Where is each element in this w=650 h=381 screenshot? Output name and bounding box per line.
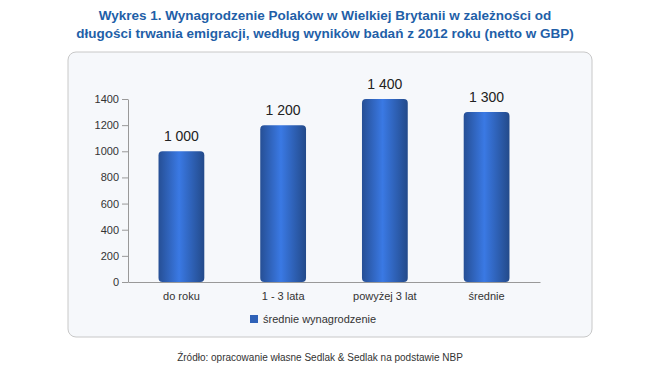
y-tick-mark: [122, 282, 128, 283]
bar: [464, 112, 510, 282]
y-tick: 600: [101, 198, 128, 210]
bar: [159, 151, 205, 282]
x-tick: powyżej 3 lat: [353, 282, 417, 302]
y-tick-mark: [122, 204, 128, 205]
y-tick-mark: [122, 177, 128, 178]
data-labels: 1 000 1 200 1 400 1 300: [164, 76, 504, 144]
x-tick: do roku: [163, 282, 200, 302]
y-tick-label: 200: [101, 250, 119, 262]
x-tick-label: do roku: [163, 290, 200, 302]
x-tick-label: 1 - 3 lata: [262, 290, 306, 302]
y-tick-label: 1400: [95, 93, 119, 105]
y-axis-line: [128, 100, 129, 283]
y-tick-mark: [122, 230, 128, 231]
y-tick: 800: [101, 171, 128, 183]
x-tick: 1 - 3 lata: [262, 282, 306, 302]
y-tick-mark: [122, 99, 128, 100]
legend-label: średnie wynagrodzenie: [263, 313, 376, 325]
y-tick-label: 400: [101, 224, 119, 236]
data-label: 1 400: [367, 76, 402, 92]
y-tick-label: 0: [113, 276, 119, 288]
bars: [159, 99, 510, 282]
y-tick: 400: [101, 224, 128, 236]
y-tick-mark: [122, 151, 128, 152]
y-tick-mark: [122, 125, 128, 126]
x-tick-label: powyżej 3 lat: [353, 290, 417, 302]
y-tick: 1200: [95, 119, 128, 131]
x-tick: średnie: [469, 282, 505, 302]
data-label: 1 200: [266, 102, 301, 118]
x-axis: do roku 1 - 3 lata powyżej 3 lat średnie: [129, 282, 541, 302]
y-tick: 0: [113, 276, 128, 288]
bar: [362, 99, 408, 282]
y-tick-label: 600: [101, 198, 119, 210]
y-tick: 200: [101, 250, 128, 262]
chart-frame: [68, 52, 592, 337]
bar: [260, 125, 306, 282]
y-tick-label: 1200: [95, 119, 119, 131]
x-tick-label: średnie: [469, 290, 505, 302]
y-tick-label: 1000: [95, 145, 119, 157]
y-tick-mark: [122, 256, 128, 257]
y-tick: 1400: [95, 93, 128, 105]
title: Wykres 1. Wynagrodzenie Polaków w Wielki…: [76, 8, 573, 41]
y-tick-label: 800: [101, 171, 119, 183]
source: Źródło: opracowanie własne Sedlak & Sedl…: [177, 351, 463, 363]
y-tick: 1000: [95, 145, 128, 157]
legend-swatch: [250, 315, 258, 323]
y-axis: 0 200 400 600 800 1000 1200 1400: [95, 93, 129, 288]
data-label: 1 000: [164, 128, 199, 144]
x-axis-line: [129, 282, 541, 283]
data-label: 1 300: [469, 89, 504, 105]
legend: średnie wynagrodzenie: [250, 313, 376, 325]
